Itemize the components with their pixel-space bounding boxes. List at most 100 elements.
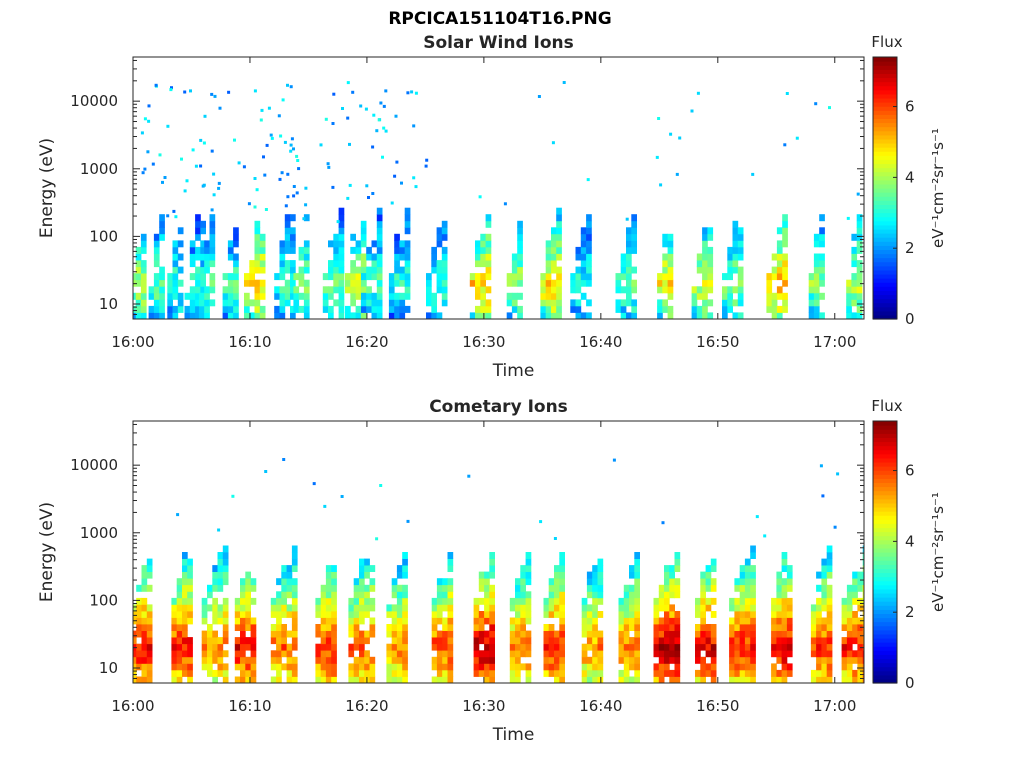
heatmap-cell <box>556 305 562 313</box>
heatmap-cell <box>333 273 339 281</box>
heatmap-cell <box>245 669 251 677</box>
heatmap-cell <box>750 663 756 671</box>
heatmap-cell <box>737 227 744 235</box>
heatmap-cell <box>207 656 213 664</box>
x-tick-label: 17:00 <box>813 697 856 715</box>
heatmap-cell <box>355 240 362 248</box>
heatmap-cell <box>250 669 257 677</box>
heatmap-cell <box>171 630 178 638</box>
heatmap-cell <box>404 260 411 268</box>
heatmap-cell <box>291 611 298 618</box>
heatmap-cell <box>182 571 188 579</box>
heatmap-cell <box>473 604 480 612</box>
heatmap-cell <box>146 663 153 671</box>
heatmap-cell <box>171 611 178 618</box>
heatmap-cell <box>478 617 485 625</box>
heatmap-point <box>346 81 350 85</box>
heatmap-cell <box>141 604 148 612</box>
heatmap-cell <box>338 305 345 313</box>
heatmap-cell <box>176 656 183 664</box>
heatmap-point <box>147 104 151 108</box>
heatmap-cell <box>353 656 360 664</box>
heatmap-cell <box>182 611 188 618</box>
colorbar-step <box>873 482 897 488</box>
heatmap-point <box>158 153 162 157</box>
heatmap-cell <box>786 637 793 645</box>
heatmap-point <box>304 203 308 207</box>
heatmap-cell <box>631 286 637 294</box>
heatmap-cell <box>136 656 142 664</box>
heatmap-cell <box>629 604 635 612</box>
heatmap-cell <box>485 260 492 268</box>
heatmap-cell <box>826 650 833 658</box>
heatmap-point <box>327 165 331 169</box>
heatmap-cell <box>404 214 411 222</box>
heatmap-cell <box>325 650 332 658</box>
heatmap-cell <box>810 604 817 612</box>
heatmap-cell <box>182 669 188 677</box>
heatmap-point <box>382 104 386 108</box>
heatmap-cell <box>722 312 728 320</box>
heatmap-cell <box>548 624 555 631</box>
heatmap-cell <box>159 233 165 241</box>
heatmap-cell <box>291 656 298 664</box>
heatmap-cell <box>545 312 552 320</box>
heatmap-cell <box>695 656 701 664</box>
colorbar-step <box>873 502 897 508</box>
heatmap-cell <box>634 571 640 579</box>
colorbar-step <box>873 147 897 152</box>
heatmap-cell <box>176 617 183 625</box>
heatmap-cell <box>631 305 637 313</box>
heatmap-cell <box>669 571 675 579</box>
heatmap-cell <box>813 260 820 268</box>
colorbar-step <box>873 597 897 602</box>
heatmap-cell <box>592 650 598 658</box>
heatmap-cell <box>355 266 362 274</box>
heatmap-cell <box>475 253 481 261</box>
heatmap-cell <box>548 578 555 586</box>
heatmap-cell <box>391 643 398 651</box>
heatmap-cell <box>525 565 532 572</box>
heatmap-cell <box>328 312 334 320</box>
heatmap-cell <box>631 233 637 241</box>
heatmap-cell <box>856 220 863 228</box>
heatmap-cell <box>826 565 833 572</box>
heatmap-cell <box>331 584 337 592</box>
heatmap-cell <box>732 246 739 254</box>
heatmap-cell <box>634 611 640 618</box>
heatmap-cell <box>402 604 408 612</box>
heatmap-cell <box>442 624 448 631</box>
heatmap-cell <box>376 227 383 235</box>
heatmap-cell <box>431 246 437 254</box>
heatmap-cell <box>217 643 224 651</box>
heatmap-cell <box>254 220 261 228</box>
heatmap-cell <box>436 286 443 294</box>
heatmap-cell <box>146 676 153 684</box>
heatmap-cell <box>615 299 622 307</box>
heatmap-cell <box>695 637 701 645</box>
heatmap-cell <box>776 273 783 281</box>
heatmap-cell <box>371 240 378 248</box>
heatmap-cell <box>808 292 815 300</box>
heatmap-cell <box>396 597 403 605</box>
heatmap-cell <box>209 286 216 294</box>
heatmap-cell <box>364 611 370 618</box>
heatmap-cell <box>556 273 562 281</box>
heatmap-cell <box>620 305 627 313</box>
heatmap-cell <box>276 591 282 599</box>
heatmap-cell <box>592 597 598 605</box>
heatmap-cell <box>734 597 741 605</box>
heatmap-cell <box>554 578 560 586</box>
heatmap-cell <box>739 656 746 664</box>
heatmap-point <box>836 472 840 476</box>
heatmap-cell <box>776 630 783 638</box>
heatmap-cell <box>404 207 411 215</box>
heatmap-cell <box>207 650 213 658</box>
heatmap-cell <box>325 630 332 638</box>
heatmap-cell <box>851 253 858 261</box>
heatmap-cell <box>240 650 246 658</box>
heatmap-cell <box>744 617 751 625</box>
heatmap-cell <box>209 214 216 222</box>
heatmap-cell <box>338 260 345 268</box>
heatmap-cell <box>667 246 674 254</box>
